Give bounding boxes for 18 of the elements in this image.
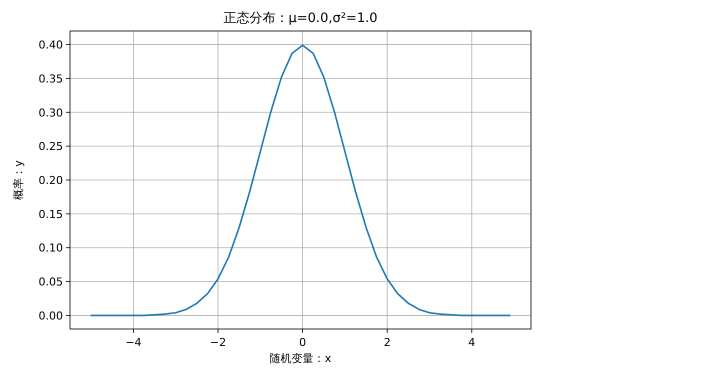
x-tick-label: 2: [384, 336, 391, 349]
x-tick-label: 0: [299, 336, 306, 349]
y-tick-label: 0.10: [38, 242, 63, 255]
y-tick-label: 0.30: [38, 106, 63, 120]
x-tick-label: 4: [468, 336, 476, 349]
x-axis-title: 随机变量：x: [270, 352, 332, 365]
y-tick-label: 0.00: [38, 309, 63, 322]
y-tick-label: 0.15: [38, 208, 63, 221]
chart-title: 正态分布：μ=0.0,σ²=1.0: [224, 11, 378, 26]
y-tick-label: 0.40: [38, 38, 63, 52]
y-tick-label: 0.25: [38, 140, 63, 154]
x-tick-label: −4: [125, 336, 142, 349]
y-axis-title: 概率：y: [12, 160, 25, 200]
y-tick-label: 0.35: [38, 72, 63, 86]
line-series: [90, 44, 511, 316]
y-tick-label: 0.05: [38, 276, 63, 289]
y-tick-label: 0.20: [38, 174, 63, 187]
x-tick-label: −2: [210, 336, 226, 349]
